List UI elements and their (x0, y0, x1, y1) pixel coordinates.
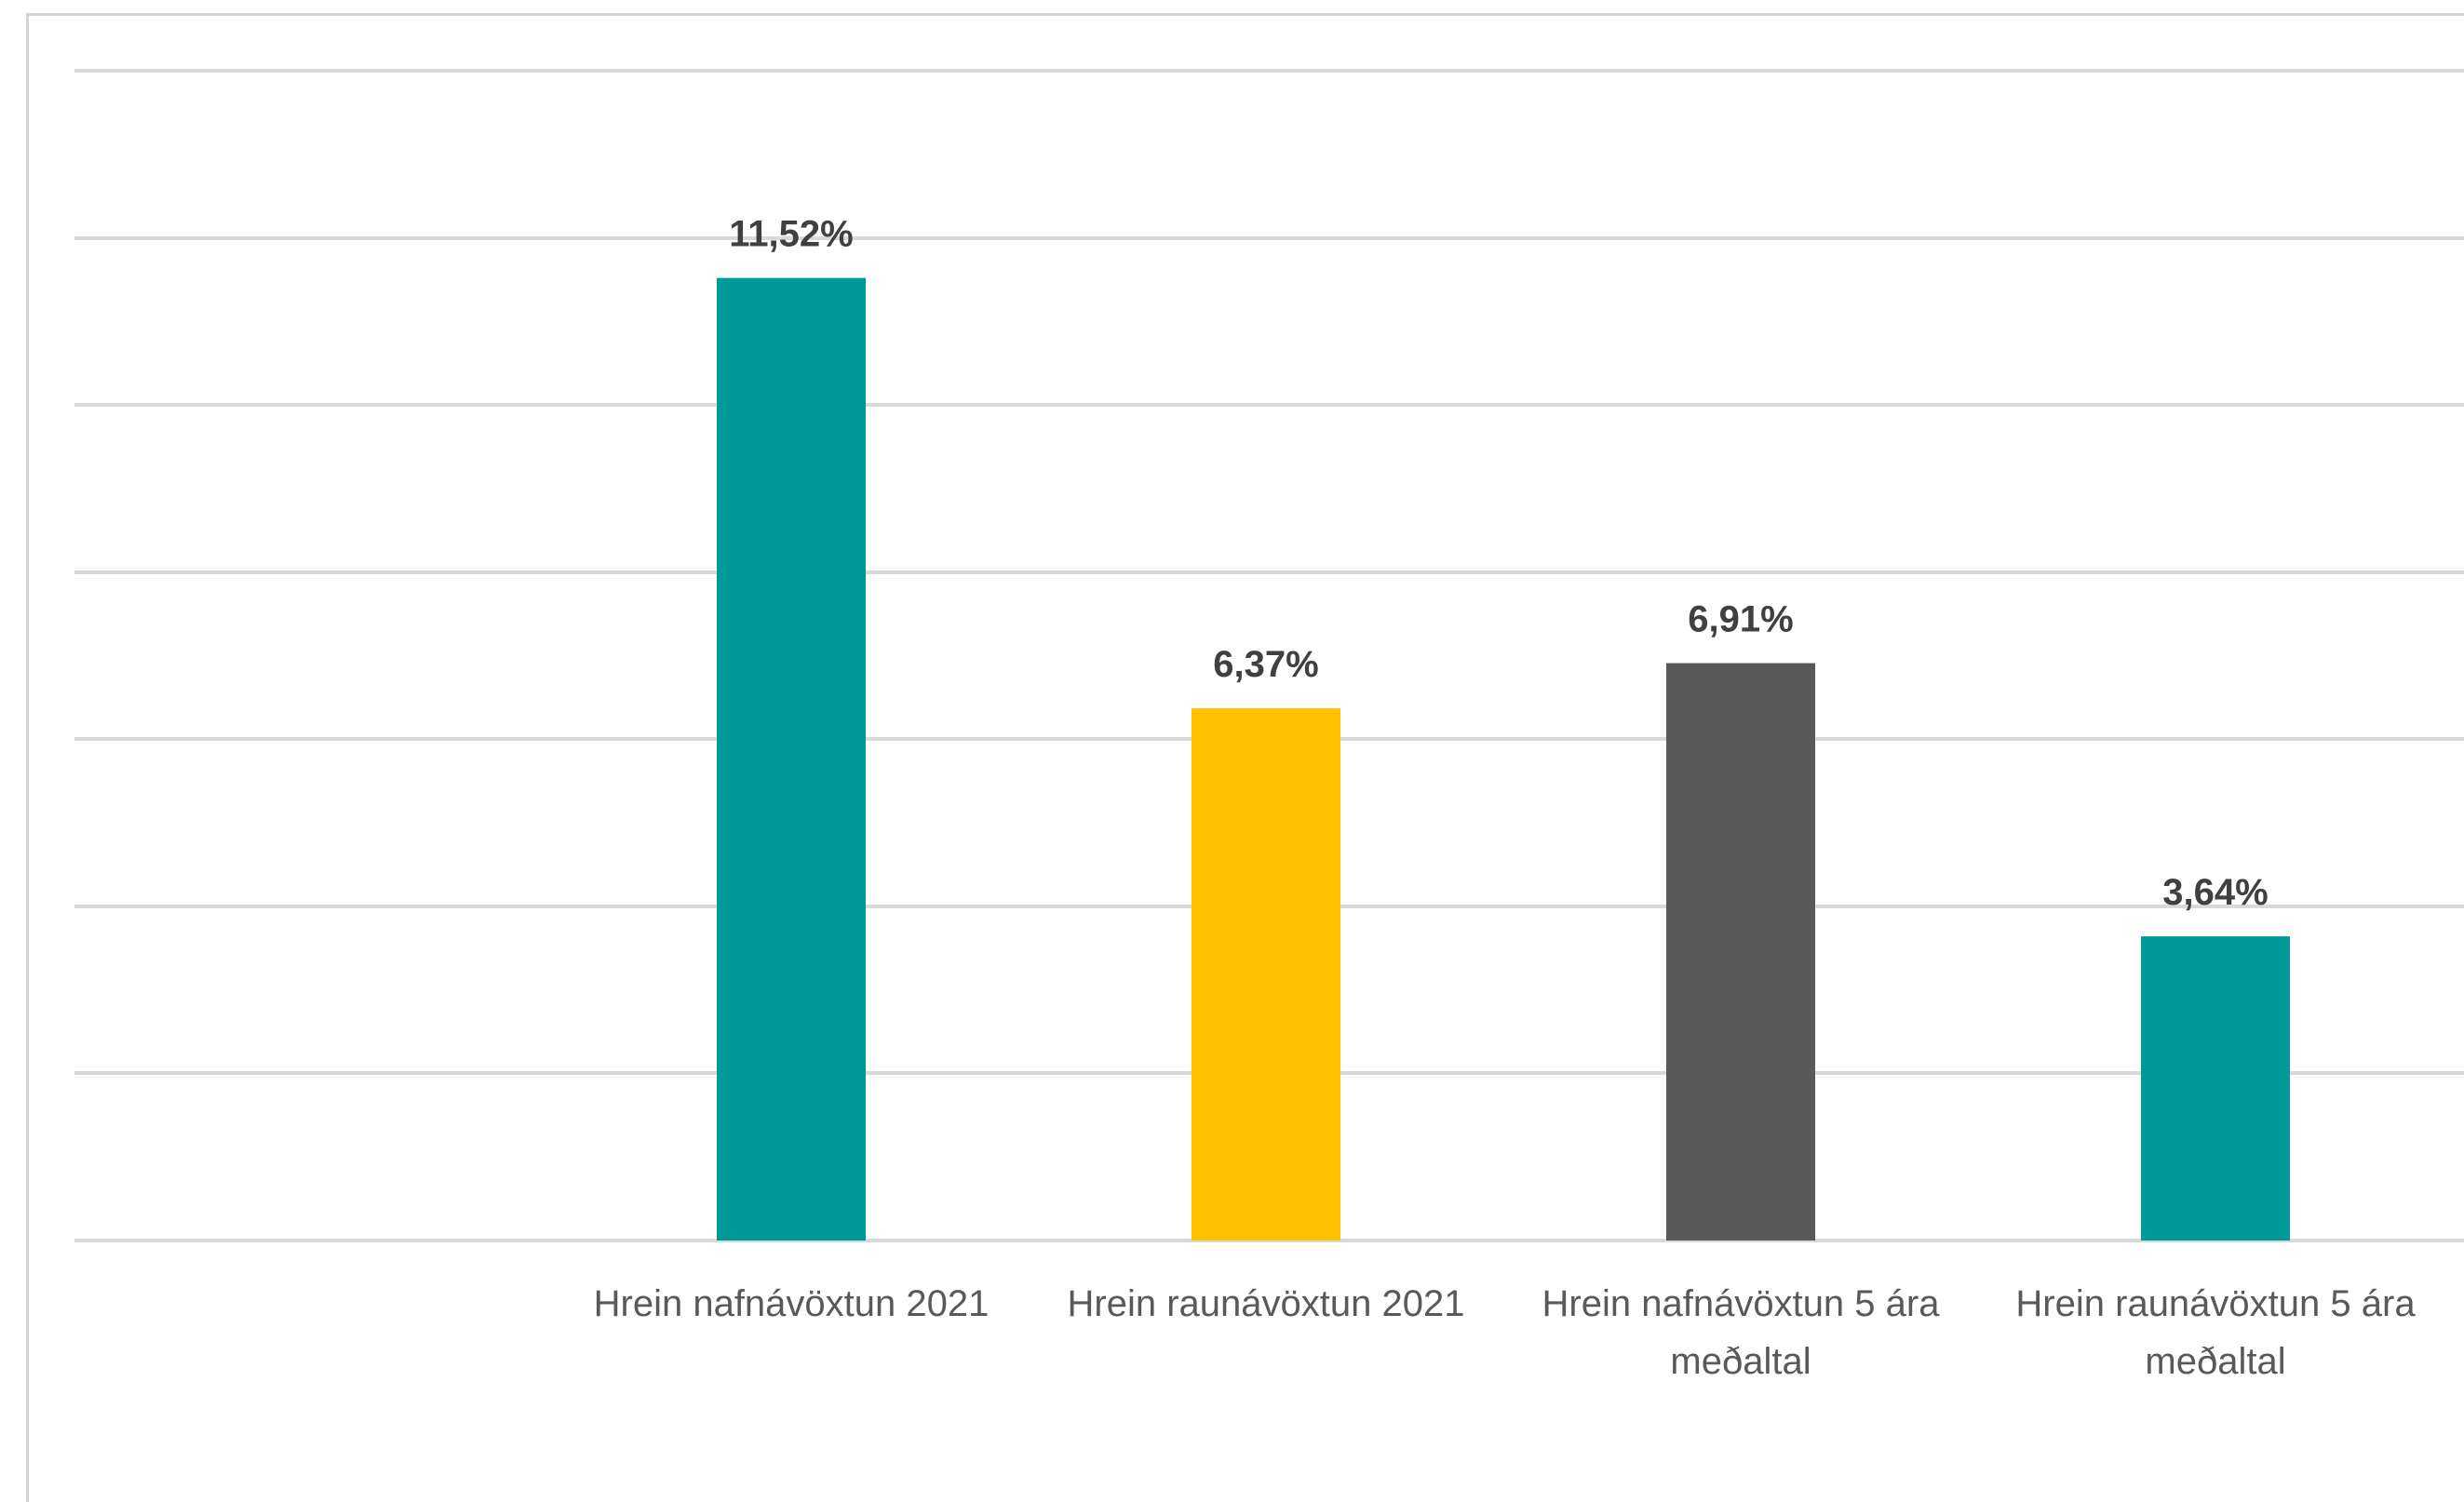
category-label: Hrein nafnávöxtun 2021 (594, 1283, 990, 1324)
category-label: meðaltal (1670, 1341, 1811, 1382)
bar (2141, 936, 2290, 1240)
data-label: 6,91% (1688, 599, 1793, 640)
category-label: Hrein nafnávöxtun 5 ára (1542, 1283, 1941, 1324)
bar (717, 277, 866, 1240)
category-label: meðaltal (2145, 1341, 2285, 1382)
category-label: Hrein raunávöxtun 5 ára (2015, 1283, 2416, 1324)
data-label: 3,64% (2162, 872, 2268, 913)
category-label: Hrein raunávöxtun 2021 (1068, 1283, 1465, 1324)
data-label: 6,37% (1213, 644, 1318, 685)
data-labels: 11,52% 6,37% 6,91% 3,64% (729, 214, 2268, 914)
bar-chart: 11,52% 6,37% 6,91% 3,64% Hrein nafnávöxtun … (74, 69, 2464, 1382)
bars (717, 277, 2290, 1240)
category-labels: Hrein nafnávöxtun 2021 Hrein raunávöxtun … (594, 1283, 2417, 1382)
chart-frame (26, 13, 2464, 1502)
bar (1192, 708, 1340, 1240)
bar (1666, 663, 1815, 1240)
data-label: 11,52% (729, 214, 853, 255)
